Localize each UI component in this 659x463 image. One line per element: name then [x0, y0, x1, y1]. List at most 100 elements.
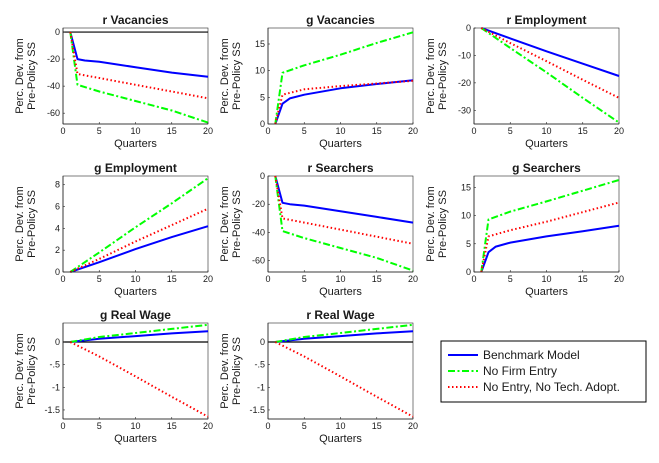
plot-area: [62, 175, 209, 273]
y-axis-label-line: Perc. Dev. from: [14, 38, 26, 114]
y-tick-label: -1: [257, 382, 265, 392]
y-tick-label: 0: [260, 337, 265, 347]
y-tick-label: -30: [458, 105, 471, 115]
y-axis-label-line: Pre-Policy SS: [231, 42, 243, 110]
y-axis-label: Perc. Dev. fromPre-Policy SS: [14, 38, 38, 114]
series-line-no-entry-no-tech-adopt: [69, 31, 209, 100]
y-tick-label: 15: [255, 39, 265, 49]
y-axis-label-line: Pre-Policy SS: [231, 190, 243, 258]
y-axis-label: Perc. Dev. fromPre-Policy SS: [425, 38, 449, 114]
panel-g-vacancies: 0 5 10 15 20 0 5 10 15 g Vacancies Quarters Perc. D…: [219, 13, 418, 150]
panel-g-real-wage: 0 5 10 15 20 0 -.5 -1 -1.5 g Real Wage Quarters Per…: [14, 308, 213, 445]
y-tick-label: -1.5: [44, 405, 60, 415]
x-tick-label: 20: [203, 126, 213, 136]
series-line-no-entry-no-tech-adopt: [69, 341, 209, 418]
y-tick-label: 10: [255, 66, 265, 76]
x-axis-label: Quarters: [525, 138, 568, 150]
x-axis-label: Quarters: [114, 286, 157, 298]
y-axis-label-line: Perc. Dev. from: [14, 186, 26, 262]
panel-title: r Employment: [506, 13, 586, 27]
x-tick-label: 5: [302, 274, 307, 284]
panel-r-searchers: 0 5 10 15 20 0 -20 -40 -60 r Searchers Quarters Per…: [219, 161, 418, 298]
x-tick-label: 15: [167, 274, 177, 284]
series-line-benchmark-model: [70, 330, 209, 343]
x-tick-label: 10: [130, 421, 140, 431]
y-tick-label: -1: [52, 382, 60, 392]
x-tick-label: 20: [614, 126, 624, 136]
y-axis-label: Perc. Dev. fromPre-Policy SS: [14, 333, 38, 409]
panel-g-employment: 0 5 10 15 20 0 2 4 6 8 g Employment Quarters Perc. D…: [14, 161, 213, 298]
y-tick-label: -20: [47, 54, 60, 64]
series-line-benchmark-model: [69, 225, 209, 273]
subplot-grid: 0 5 10 15 200-20-40-60r VacanciesQuartersPer…: [14, 13, 624, 445]
plot-area: [473, 27, 620, 125]
panel-title: r Searchers: [307, 161, 373, 175]
series-line-no-firm-entry: [480, 179, 620, 273]
y-tick-label: -40: [47, 81, 60, 91]
x-tick-label: 10: [541, 126, 551, 136]
x-tick-label: 10: [335, 126, 345, 136]
series-line-no-firm-entry: [69, 177, 209, 273]
y-axis-label-line: Pre-Policy SS: [437, 190, 449, 258]
x-tick-label: 5: [302, 126, 307, 136]
x-tick-label: 0: [471, 274, 476, 284]
series-line-benchmark-model: [275, 330, 414, 343]
y-tick-label: 0: [260, 119, 265, 129]
series-line-no-firm-entry: [274, 31, 414, 125]
x-tick-label: 15: [372, 126, 382, 136]
panel-r-vacancies: 0 5 10 15 20 0 -20 -40 -60 r Vacancies Quarters Per…: [14, 13, 213, 150]
x-tick-label: 10: [335, 274, 345, 284]
y-axis-label: Perc. Dev. fromPre-Policy SS: [219, 186, 243, 262]
x-tick-label: 10: [130, 126, 140, 136]
series-line-benchmark-model: [69, 31, 209, 78]
x-axis-label: Quarters: [114, 433, 157, 445]
x-tick-label: 15: [578, 126, 588, 136]
x-tick-label: 20: [203, 421, 213, 431]
legend-box: [440, 340, 647, 403]
y-axis-label-line: Pre-Policy SS: [437, 42, 449, 110]
y-axis-label-line: Perc. Dev. from: [425, 38, 437, 114]
panel-title: g Searchers: [512, 161, 581, 175]
x-tick-label: 10: [541, 274, 551, 284]
x-tick-label: 20: [408, 421, 418, 431]
x-axis-label: Quarters: [319, 433, 362, 445]
y-axis-label: Perc. Dev. fromPre-Policy SS: [219, 333, 243, 409]
x-tick-label: 0: [60, 126, 65, 136]
panel-title: g Real Wage: [100, 308, 171, 322]
series-line-no-entry-no-tech-adopt: [274, 341, 414, 418]
x-tick-label: 5: [302, 421, 307, 431]
y-tick-label: -40: [252, 227, 265, 237]
y-axis-label-line: Perc. Dev. from: [14, 333, 26, 409]
x-tick-label: 0: [471, 126, 476, 136]
x-tick-label: 0: [60, 274, 65, 284]
x-tick-label: 10: [130, 274, 140, 284]
y-tick-label: 4: [55, 223, 60, 233]
x-tick-label: 20: [408, 126, 418, 136]
series-line-no-firm-entry: [69, 31, 209, 124]
legend: Benchmark Model No Firm Entry No Entry, …: [440, 340, 647, 403]
y-tick-label: -.5: [49, 360, 60, 370]
y-tick-label: -10: [458, 50, 471, 60]
x-tick-label: 20: [203, 274, 213, 284]
legend-label-no-firm-entry: No Firm Entry: [483, 364, 557, 378]
x-axis-label: Quarters: [319, 138, 362, 150]
y-axis-label: Perc. Dev. fromPre-Policy SS: [219, 38, 243, 114]
x-tick-label: 10: [335, 421, 345, 431]
plot-area: [62, 27, 209, 125]
series-line-no-firm-entry: [274, 175, 414, 272]
y-axis-label-line: Perc. Dev. from: [219, 38, 231, 114]
plot-area: [267, 27, 414, 125]
series-line-no-firm-entry: [70, 323, 209, 343]
panel-title: g Vacancies: [306, 13, 375, 27]
y-tick-label: -1.5: [249, 405, 265, 415]
plot-area: [473, 175, 620, 273]
plot-area: [62, 322, 209, 420]
y-tick-label: 0: [55, 27, 60, 37]
panel-r-real-wage: 0 5 10 15 20 0 -.5 -1 -1.5 r Real Wage Quarters Per…: [219, 308, 418, 445]
series-line-no-entry-no-tech-adopt: [274, 175, 414, 245]
x-tick-label: 0: [265, 421, 270, 431]
y-axis-label-line: Pre-Policy SS: [26, 42, 38, 110]
y-axis-label: Perc. Dev. fromPre-Policy SS: [14, 186, 38, 262]
x-tick-label: 15: [578, 274, 588, 284]
y-tick-label: -.5: [254, 360, 265, 370]
